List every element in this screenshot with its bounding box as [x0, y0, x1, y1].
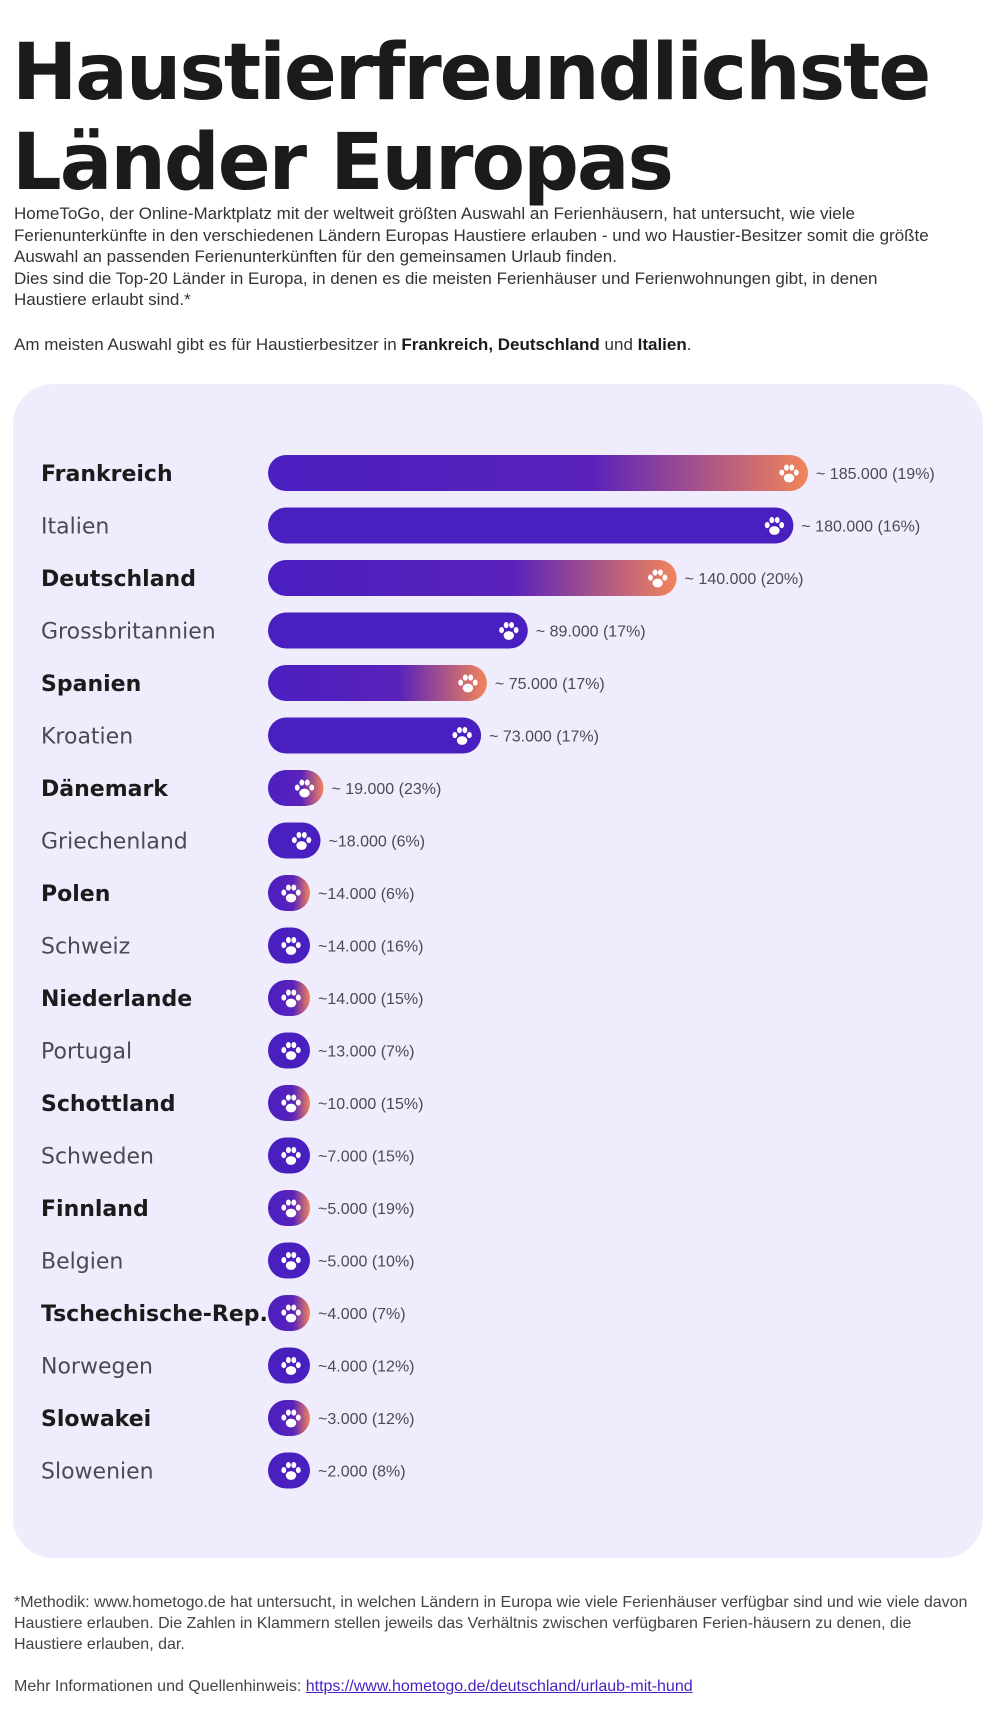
data-label: ~7.000 (15%): [318, 1149, 415, 1166]
data-label: ~14.000 (6%): [318, 886, 415, 903]
data-label: ~2.000 (8%): [318, 1464, 406, 1481]
data-label: ~ 180.000 (16%): [801, 519, 920, 536]
source-link[interactable]: https://www.hometogo.de/deutschland/urla…: [305, 1678, 693, 1695]
more-info: Mehr Informationen und Quellenhinweis: h…: [14, 1676, 693, 1697]
data-label: ~5.000 (10%): [318, 1254, 415, 1271]
data-label: ~ 19.000 (23%): [331, 781, 441, 798]
bar: [268, 507, 794, 544]
chart-panel: Frankreich ~ 185.000 (19%) Italien ~ 180.00…: [13, 384, 983, 1558]
intro-text: HomeToGo, der Online-Marktplatz mit der …: [14, 203, 934, 311]
category-label: Slowenien: [41, 1460, 154, 1485]
category-label: Polen: [41, 882, 110, 907]
data-label: ~ 89.000 (17%): [536, 624, 646, 641]
category-label: Schottland: [41, 1092, 176, 1117]
category-label: Schweden: [41, 1145, 154, 1170]
data-label: ~ 140.000 (20%): [685, 571, 804, 588]
highlight-country-1: Frankreich,: [401, 335, 494, 354]
bar: [268, 1242, 310, 1279]
category-label: Grossbritannien: [41, 620, 216, 645]
category-label: Finnland: [41, 1197, 149, 1222]
bar: [268, 980, 310, 1016]
data-label: ~14.000 (16%): [318, 939, 423, 956]
bar: [268, 1347, 310, 1384]
bar: [268, 1137, 310, 1174]
bar: [268, 1295, 310, 1331]
category-label: Frankreich: [41, 462, 173, 487]
more-info-label: Mehr Informationen und Quellenhinweis:: [14, 1678, 306, 1695]
bar: [268, 927, 310, 964]
category-label: Belgien: [41, 1250, 123, 1275]
highlight-mid: und: [599, 335, 638, 354]
methodology-footnote: *Methodik: www.hometogo.de hat untersuch…: [14, 1594, 968, 1653]
data-label: ~4.000 (7%): [318, 1306, 406, 1323]
bar: [268, 612, 528, 649]
category-label: Kroatien: [41, 725, 133, 750]
title-line-2: Länder Europas: [12, 118, 674, 208]
data-label: ~10.000 (15%): [318, 1096, 423, 1113]
highlight-country-2: Deutschland: [497, 335, 600, 354]
highlight-suffix: .: [686, 335, 692, 354]
data-label: ~13.000 (7%): [318, 1044, 415, 1061]
data-label: ~ 75.000 (17%): [495, 676, 605, 693]
highlight-country-3: Italien: [637, 335, 687, 354]
category-label: Slowakei: [41, 1407, 151, 1432]
bar-chart: Frankreich ~ 185.000 (19%) Italien ~ 180.00…: [41, 455, 935, 1489]
category-label: Niederlande: [41, 987, 192, 1012]
intro-paragraph-1: HomeToGo, der Online-Marktplatz mit der …: [14, 204, 929, 266]
bar: [268, 1032, 310, 1069]
bar: [268, 665, 487, 701]
bar: [268, 717, 482, 754]
title-line-1: Haustierfreundlichste: [12, 28, 931, 118]
data-label: ~3.000 (12%): [318, 1411, 415, 1428]
category-label: Dänemark: [41, 777, 169, 802]
highlight-sentence: Am meisten Auswahl gibt es für Haustierb…: [14, 334, 691, 355]
data-label: ~18.000 (6%): [329, 834, 426, 851]
category-label: Griechenland: [41, 830, 188, 855]
bar: [268, 1452, 310, 1489]
bar: [268, 455, 808, 491]
bar: [268, 560, 677, 596]
bar: [268, 1400, 310, 1436]
intro-paragraph-2: Dies sind die Top-20 Länder in Europa, i…: [14, 268, 878, 310]
category-label: Portugal: [41, 1040, 132, 1065]
category-label: Norwegen: [41, 1355, 153, 1380]
highlight-prefix: Am meisten Auswahl gibt es für Haustierb…: [14, 335, 402, 354]
category-label: Deutschland: [41, 567, 196, 592]
data-label: ~ 185.000 (19%): [816, 466, 935, 483]
data-label: ~ 73.000 (17%): [489, 729, 599, 746]
category-label: Italien: [41, 515, 109, 540]
bar: [268, 1085, 310, 1121]
data-label: ~14.000 (15%): [318, 991, 423, 1008]
category-label: Tschechische-Rep.: [41, 1302, 268, 1327]
bar: [268, 1190, 310, 1226]
page-title: Haustierfreundlichste Länder Europas: [12, 28, 931, 208]
data-label: ~4.000 (12%): [318, 1359, 415, 1376]
data-label: ~5.000 (19%): [318, 1201, 415, 1218]
bar: [268, 875, 310, 911]
category-label: Schweiz: [41, 935, 130, 960]
category-label: Spanien: [41, 672, 141, 697]
